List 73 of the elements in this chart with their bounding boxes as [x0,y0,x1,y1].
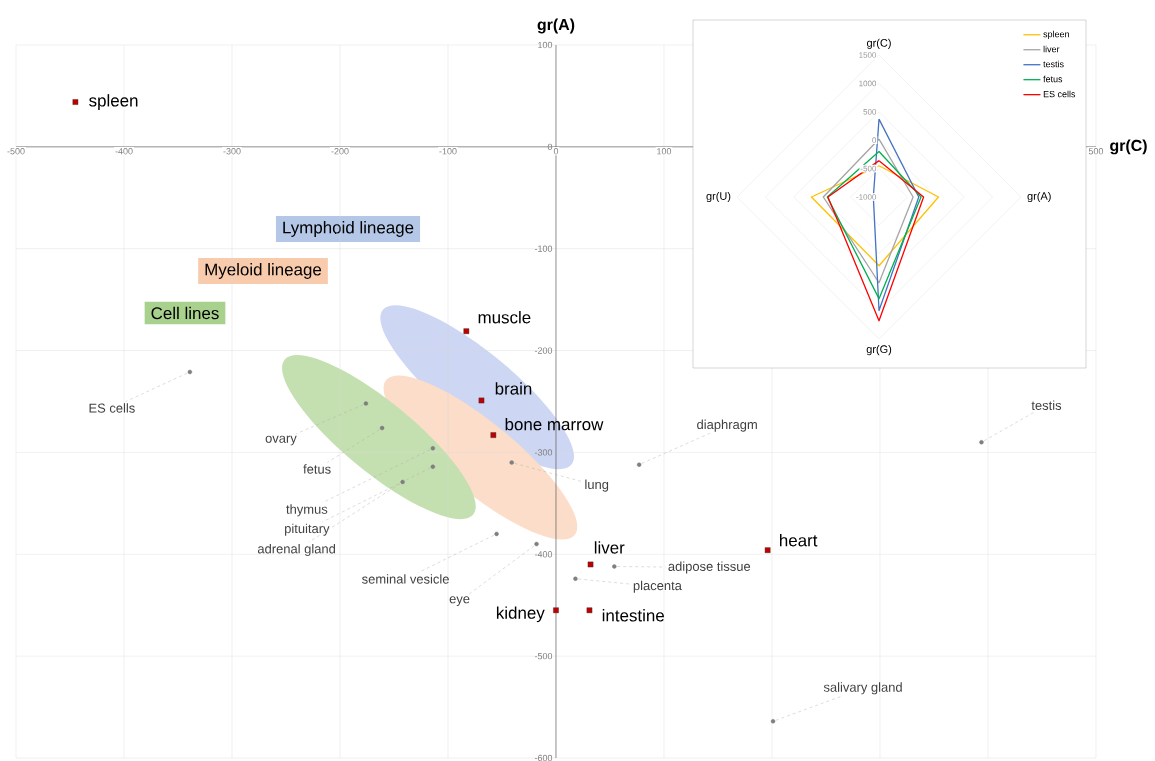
annotation: intestine [602,609,664,622]
spoke-label: gr(C) [866,38,891,49]
legend-label: spleen [1043,30,1069,40]
annotation: spleen [89,94,138,110]
x-tick-label: 500 [1088,148,1104,155]
annotation: lung [585,479,609,492]
point [187,369,193,375]
spoke-label: gr(A) [1027,191,1051,203]
spoke-label: gr(G) [866,345,892,356]
y-tick-label: 100 [538,41,553,49]
annotation: ovary [265,435,297,446]
x-tick-label: -200 [331,148,349,155]
y-tick-label: -300 [534,449,553,456]
annotation: Myeloid lineage [205,263,322,279]
annotation: adipose tissue [668,561,751,574]
point [534,541,539,547]
point [636,462,642,467]
legend-label: fetus [1043,75,1063,83]
annotation: brain [495,382,532,395]
x-tick-label: -500 [7,148,25,155]
annotation: seminal vesicle [362,574,449,584]
point [509,460,514,465]
point [430,464,436,469]
annotation: eye [449,596,470,606]
point [478,397,485,404]
y-axis-title: gr(A) [537,18,575,34]
annotation: placenta [633,580,682,593]
y-tick-label: -200 [534,347,553,354]
point [494,531,499,537]
annotation: muscle [478,310,531,324]
point [764,547,771,553]
annotation: Cell lines [151,306,219,320]
y-tick-label: -500 [534,652,553,660]
point [612,564,617,569]
annotation: Lymphoid lineage [283,221,414,237]
annotation: testis [1031,400,1062,410]
annotation: diaphragm [697,419,757,432]
annotation: pituitary [285,523,330,536]
point [586,607,593,614]
annotation: heart [780,533,818,547]
x-tick-label: 0 [553,148,559,155]
x-tick-label: -400 [115,148,133,155]
point [573,576,578,581]
point [363,401,369,406]
point [379,425,385,431]
point [979,440,984,445]
y-tick-label: -100 [534,245,553,252]
annotation: adrenal gland [257,543,336,556]
x-tick-label: 100 [657,148,672,155]
annotation: ES cells [89,403,135,413]
point [490,432,497,438]
legend-label: ES cells [1043,90,1076,98]
point [553,607,559,614]
annotation: kidney [496,606,545,623]
legend-label: liver [1043,45,1060,53]
point [587,561,594,568]
legend-label: testis [1043,60,1064,68]
y-tick-label: -600 [534,754,553,761]
spoke-label: gr(U) [706,191,731,203]
annotation: thymus [286,504,328,517]
x-tick-label: -100 [439,148,457,155]
annotation: salivary gland [823,682,902,695]
point [72,99,79,105]
point [463,328,470,335]
x-axis-title: gr(C) [1110,139,1147,155]
annotation: liver [594,541,625,554]
y-tick-label: -400 [534,551,553,558]
annotation: fetus [303,464,331,474]
point [430,446,436,451]
point [400,479,405,485]
annotation: bone marrow [505,417,604,431]
x-tick-label: -300 [223,148,241,155]
point [770,719,776,724]
